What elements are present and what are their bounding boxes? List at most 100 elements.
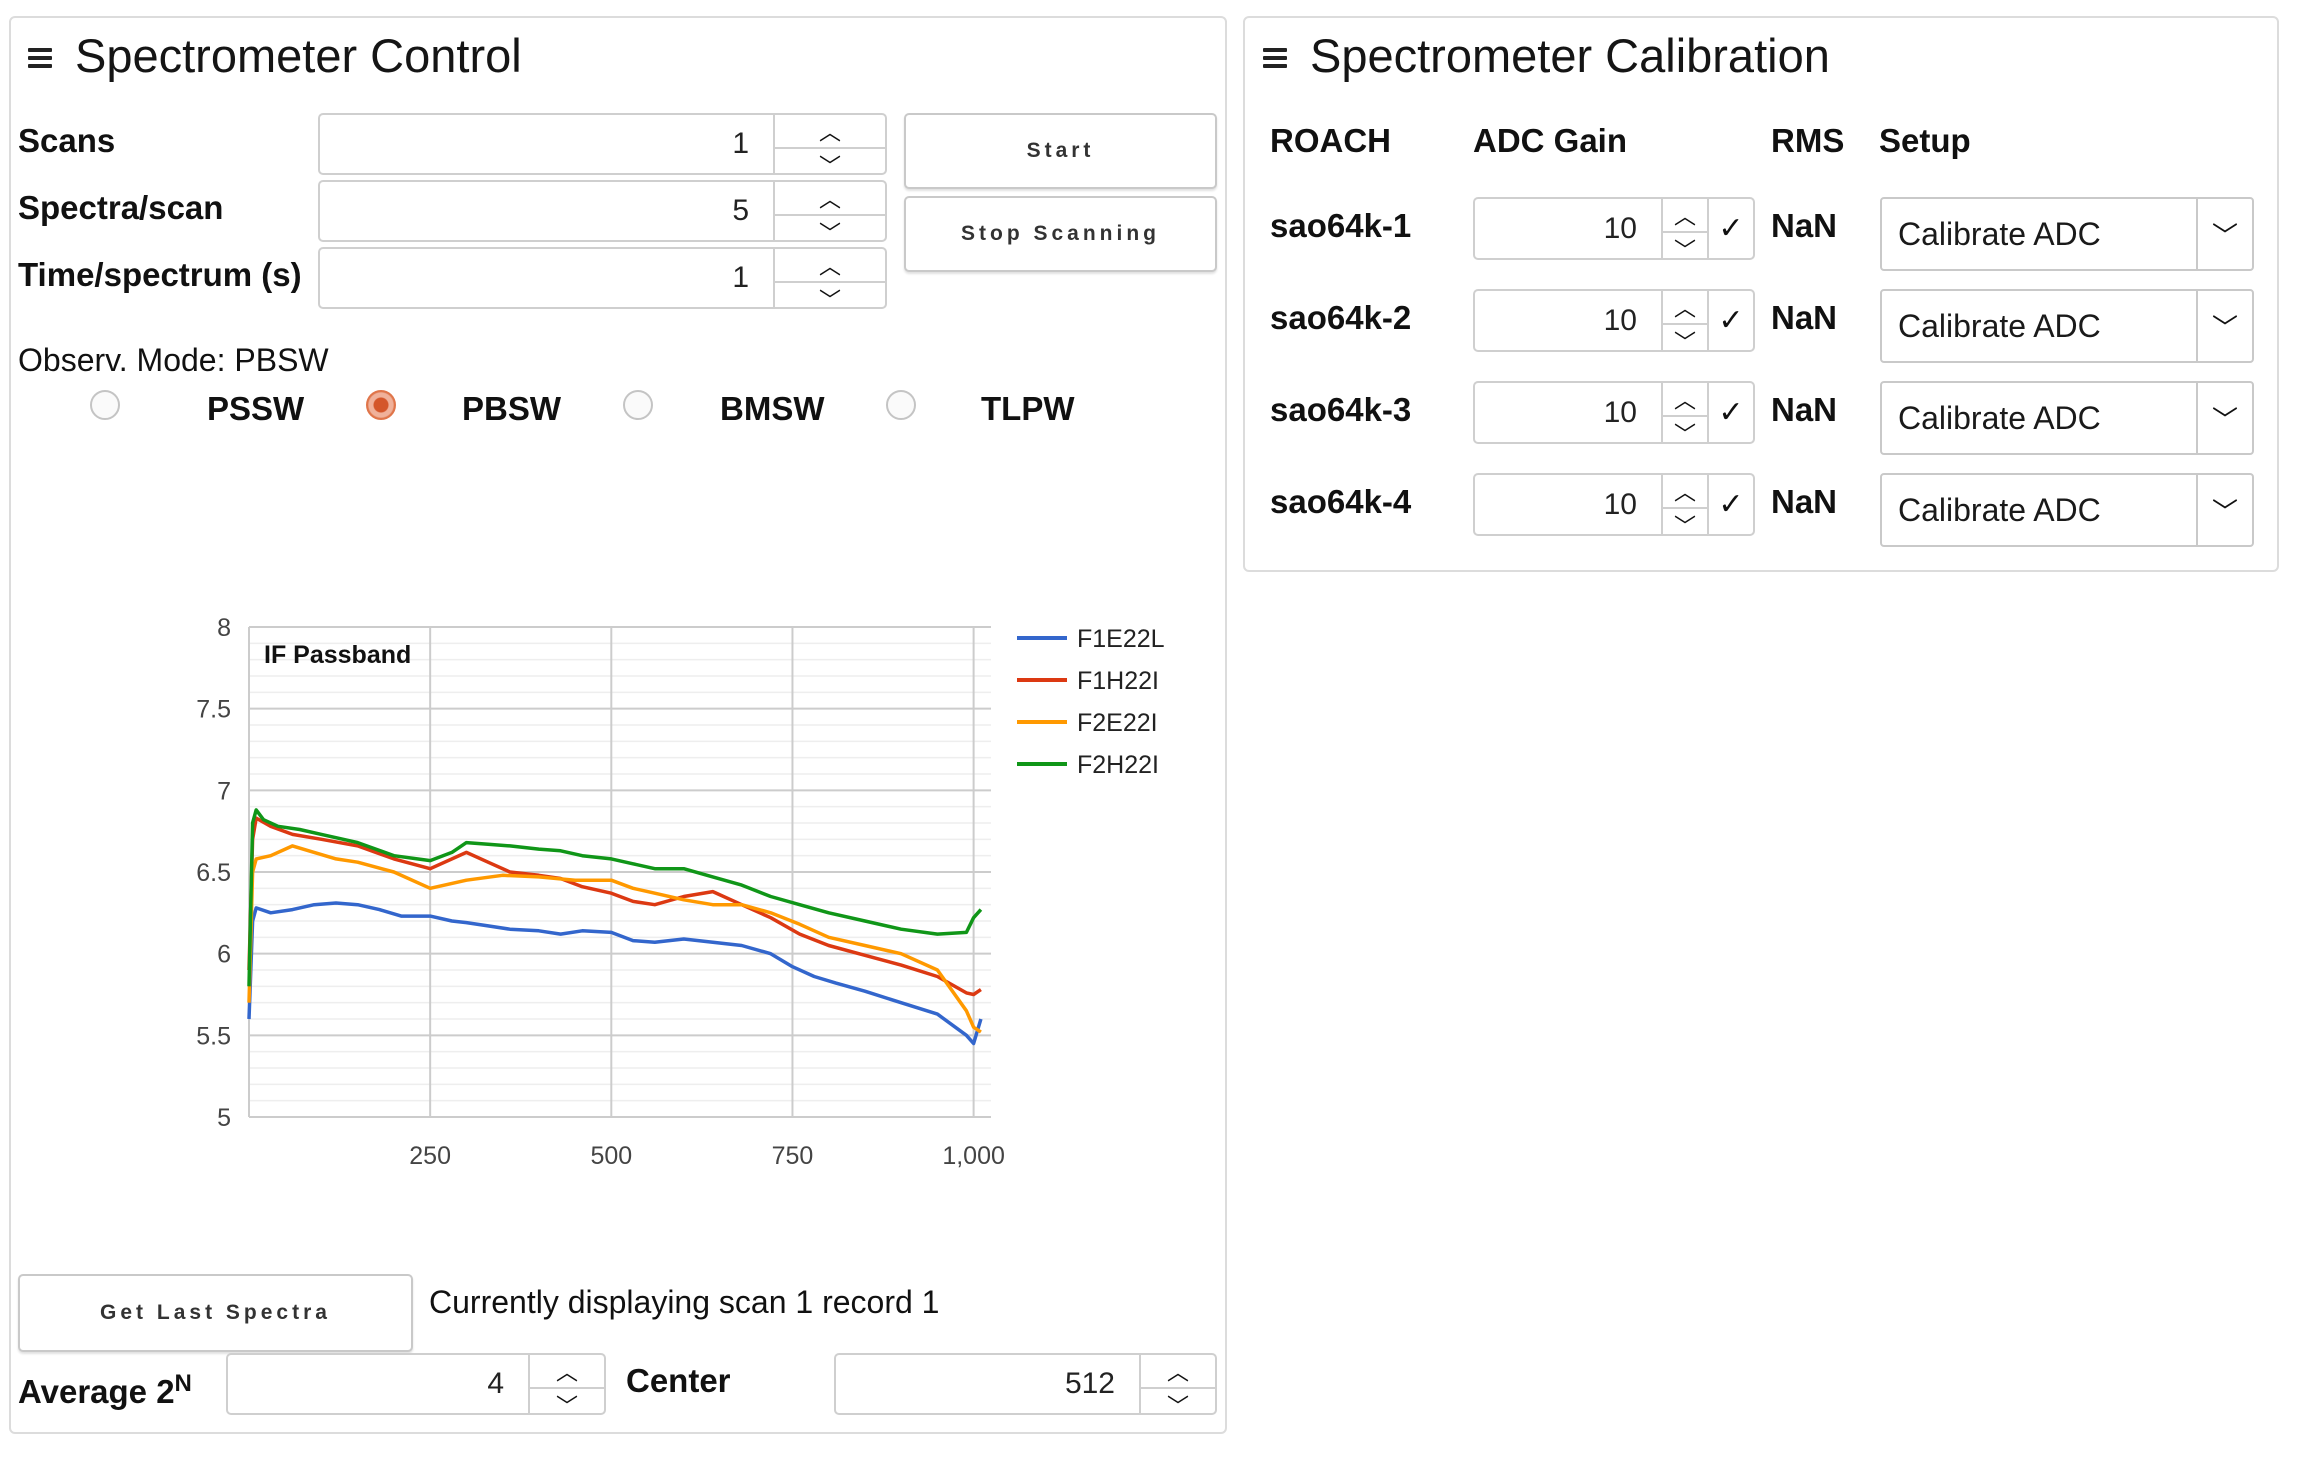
chevron-up-icon[interactable]: ︿ — [1141, 1355, 1215, 1389]
radio-bmsw[interactable] — [623, 390, 653, 420]
spectra-per-scan-input[interactable]: 5 ︿ ﹀ — [318, 180, 887, 246]
center-value[interactable]: 512 — [1064, 1367, 1115, 1400]
observing-mode-text: Observ. Mode: PBSW — [18, 342, 329, 378]
setup-selected-value[interactable]: Calibrate ADC — [1898, 307, 2101, 344]
y-tick-label: 8 — [217, 614, 231, 642]
chevron-down-icon[interactable]: ﹀ — [818, 221, 841, 246]
x-tick-label: 250 — [409, 1142, 451, 1170]
spectra-per-scan-label: Spectra/scan — [18, 189, 224, 226]
header-roach: ROACH — [1270, 122, 1391, 159]
roach-name: sao64k-2 — [1270, 299, 1412, 336]
adc-gain-value[interactable]: 10 — [1603, 395, 1637, 429]
center-label: Center — [626, 1362, 731, 1399]
chevron-down-icon[interactable]: ﹀ — [2196, 199, 2252, 269]
average-input[interactable]: 4 ︿ ﹀ — [226, 1353, 606, 1419]
rms-value: NaN — [1771, 207, 1838, 244]
rms-value: NaN — [1771, 299, 1838, 336]
get-last-spectra-button[interactable]: Get Last Spectra — [18, 1274, 413, 1352]
roach-name: sao64k-1 — [1270, 207, 1412, 244]
adc-gain-value[interactable]: 10 — [1603, 211, 1637, 245]
check-icon[interactable]: ✓ — [1707, 199, 1753, 258]
roach-name: sao64k-4 — [1270, 483, 1412, 520]
chevron-up-icon[interactable]: ︿ — [1663, 383, 1707, 417]
y-tick-label: 5 — [217, 1104, 231, 1132]
setup-select[interactable]: Calibrate ADC ﹀ — [1880, 473, 2254, 547]
hamburger-icon[interactable] — [1263, 48, 1287, 68]
average-label: Average 2N — [18, 1370, 192, 1411]
chevron-down-icon[interactable]: ﹀ — [2196, 475, 2252, 545]
check-icon[interactable]: ✓ — [1707, 291, 1753, 350]
adc-gain-input[interactable]: 10 ︿ ﹀ ✓ — [1473, 289, 1755, 355]
y-tick-label: 5.5 — [196, 1022, 231, 1050]
series-line-F1E22L — [247, 901, 983, 1046]
legend-entry: F2E22I — [1077, 709, 1158, 737]
radio-tlpw[interactable] — [886, 390, 916, 420]
average-value[interactable]: 4 — [487, 1367, 504, 1400]
control-panel-title: Spectrometer Control — [75, 29, 522, 82]
chevron-up-icon[interactable]: ︿ — [775, 182, 885, 216]
calibration-panel-title: Spectrometer Calibration — [1310, 29, 1830, 82]
chevron-up-icon[interactable]: ︿ — [1663, 475, 1707, 509]
setup-select[interactable]: Calibrate ADC ﹀ — [1880, 197, 2254, 271]
hamburger-icon[interactable] — [28, 48, 52, 68]
chevron-down-icon[interactable]: ﹀ — [2196, 291, 2252, 361]
y-tick-label: 6 — [217, 941, 231, 969]
if-passband-chart: 5 5.5 6 6.5 7 7.5 8 250 500 750 1,000 IF Passband F1… — [196, 614, 1165, 1170]
adc-gain-input[interactable]: 10 ︿ ﹀ ✓ — [1473, 473, 1755, 539]
rms-value: NaN — [1771, 391, 1838, 428]
chevron-down-icon[interactable]: ﹀ — [1166, 1394, 1189, 1419]
legend-entry: F1E22L — [1077, 625, 1165, 653]
scans-value[interactable]: 1 — [732, 127, 749, 160]
setup-select[interactable]: Calibrate ADC ﹀ — [1880, 289, 2254, 363]
radio-pbsw[interactable] — [366, 390, 396, 420]
radio-label-pssw[interactable]: PSSW — [207, 390, 305, 427]
header-setup: Setup — [1879, 122, 1971, 159]
y-tick-label: 7.5 — [196, 696, 231, 724]
chevron-up-icon[interactable]: ︿ — [530, 1355, 604, 1389]
spectra-per-scan-value[interactable]: 5 — [732, 194, 749, 227]
chevron-down-icon[interactable]: ﹀ — [1673, 238, 1696, 263]
time-per-spectrum-input[interactable]: 1 ︿ ﹀ — [318, 247, 887, 313]
x-tick-label: 500 — [590, 1142, 632, 1170]
chevron-up-icon[interactable]: ︿ — [775, 249, 885, 283]
stop-scanning-button[interactable]: Stop Scanning — [904, 196, 1217, 272]
radio-label-pbsw[interactable]: PBSW — [462, 390, 561, 427]
radio-label-tlpw[interactable]: TLPW — [981, 390, 1075, 427]
setup-select[interactable]: Calibrate ADC ﹀ — [1880, 381, 2254, 455]
chevron-down-icon[interactable]: ﹀ — [1673, 514, 1696, 539]
radio-pssw[interactable] — [90, 390, 120, 420]
header-adc-gain: ADC Gain — [1473, 122, 1628, 159]
y-tick-label: 7 — [217, 777, 231, 805]
chevron-up-icon[interactable]: ︿ — [1663, 199, 1707, 233]
setup-selected-value[interactable]: Calibrate ADC — [1898, 491, 2101, 528]
series-line-F2H22I — [247, 808, 983, 987]
radio-label-bmsw[interactable]: BMSW — [720, 390, 825, 427]
chart-title: IF Passband — [264, 641, 411, 669]
adc-gain-input[interactable]: 10 ︿ ﹀ ✓ — [1473, 381, 1755, 447]
chevron-up-icon[interactable]: ︿ — [775, 115, 885, 149]
chevron-down-icon[interactable]: ﹀ — [555, 1394, 578, 1419]
adc-gain-value[interactable]: 10 — [1603, 487, 1637, 521]
setup-selected-value[interactable]: Calibrate ADC — [1898, 215, 2101, 252]
legend-entry: F2H22I — [1077, 751, 1159, 779]
center-input[interactable]: 512 ︿ ﹀ — [834, 1353, 1217, 1419]
start-button[interactable]: Start — [904, 113, 1217, 189]
time-per-spectrum-label: Time/spectrum (s) — [18, 256, 302, 293]
chevron-down-icon[interactable]: ﹀ — [2196, 383, 2252, 453]
series-line-F2E22I — [247, 844, 982, 1034]
scans-input[interactable]: 1 ︿ ﹀ — [318, 113, 887, 179]
average-label-text: Average 2 — [18, 1373, 175, 1410]
setup-selected-value[interactable]: Calibrate ADC — [1898, 399, 2101, 436]
average-label-superscript: N — [174, 1370, 192, 1397]
chevron-down-icon[interactable]: ﹀ — [1673, 330, 1696, 355]
adc-gain-input[interactable]: 10 ︿ ﹀ ✓ — [1473, 197, 1755, 263]
chevron-down-icon[interactable]: ﹀ — [1673, 422, 1696, 447]
check-icon[interactable]: ✓ — [1707, 383, 1753, 442]
check-icon[interactable]: ✓ — [1707, 475, 1753, 534]
scans-label: Scans — [18, 122, 116, 159]
chevron-down-icon[interactable]: ﹀ — [818, 154, 841, 179]
adc-gain-value[interactable]: 10 — [1603, 303, 1637, 337]
chevron-down-icon[interactable]: ﹀ — [818, 288, 841, 313]
chevron-up-icon[interactable]: ︿ — [1663, 291, 1707, 325]
time-per-spectrum-value[interactable]: 1 — [732, 261, 749, 294]
